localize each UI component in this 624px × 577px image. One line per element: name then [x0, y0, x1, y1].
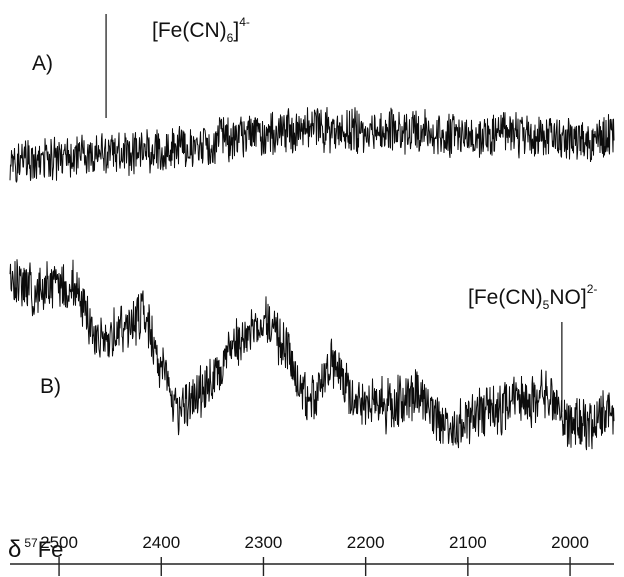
spectrum-a-trace: [9, 107, 615, 183]
x-tick-label-2500: 2500: [40, 533, 78, 552]
x-tick-label-2200: 2200: [347, 533, 385, 552]
nitroprusside-annotation: [Fe(CN)5NO]2-: [468, 282, 597, 312]
series-b-label: B): [40, 375, 61, 398]
x-axis-ticks: 2500 2400 2300 2200 2100 2000: [40, 533, 589, 576]
x-tick-label-2100: 2100: [449, 533, 487, 552]
x-tick-label-2300: 2300: [245, 533, 283, 552]
series-a-label: A): [32, 52, 53, 75]
ferrocyanide-annotation: [Fe(CN)6]4-: [152, 15, 250, 45]
x-tick-label-2000: 2000: [551, 533, 589, 552]
spectrum-b-trace: [9, 259, 615, 451]
x-tick-label-2400: 2400: [142, 533, 180, 552]
x-axis-label: δ 57Fe: [8, 536, 63, 563]
